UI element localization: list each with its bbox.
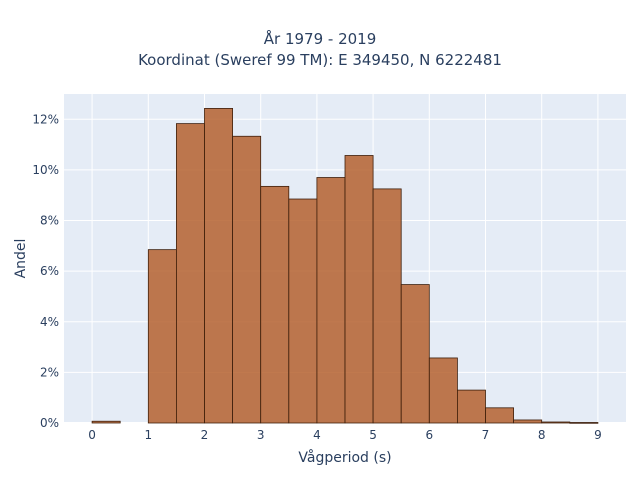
x-tick-label: 1	[144, 428, 152, 442]
histogram-bar	[513, 419, 543, 424]
y-tick-label: 0%	[40, 416, 59, 430]
x-axis-label: Vågperiod (s)	[298, 449, 391, 466]
histogram-bar	[175, 123, 205, 424]
chart-subtitle: Koordinat (Sweref 99 TM): E 349450, N 62…	[138, 51, 502, 69]
histogram-bar	[344, 155, 374, 424]
histogram-bar	[372, 188, 402, 424]
y-tick-labels: 0% 2% 4% 6% 8% 10% 12%	[32, 112, 59, 430]
y-axis-label: Andel	[13, 239, 29, 279]
histogram-bar	[288, 198, 318, 424]
histogram-bar	[400, 284, 430, 424]
histogram-bar	[204, 108, 234, 424]
histogram-bar	[456, 389, 486, 424]
x-tick-label: 3	[257, 428, 265, 442]
y-tick-label: 10%	[32, 163, 59, 177]
chart-title: År 1979 - 2019	[263, 30, 377, 48]
histogram-bar	[147, 249, 177, 424]
x-tick-label: 7	[482, 428, 490, 442]
x-tick-label: 6	[425, 428, 433, 442]
bars	[91, 108, 599, 424]
y-tick-label: 4%	[40, 315, 59, 329]
histogram-bar	[485, 407, 515, 424]
y-tick-label: 6%	[40, 264, 59, 278]
x-tick-label: 8	[538, 428, 546, 442]
x-tick-label: 0	[88, 428, 96, 442]
histogram-bar	[541, 421, 571, 424]
y-tick-label: 2%	[40, 365, 59, 379]
y-tick-label: 12%	[32, 112, 59, 126]
y-tick-label: 8%	[40, 214, 59, 228]
x-tick-labels: 0 1 2 3 4 5 6 7 8 9	[88, 428, 601, 442]
histogram-bar	[91, 420, 121, 424]
histogram-bar	[428, 357, 458, 424]
x-tick-label: 9	[594, 428, 602, 442]
histogram-bar	[260, 185, 290, 424]
histogram-bar	[316, 177, 346, 424]
histogram-bar	[232, 135, 262, 424]
x-tick-label: 4	[313, 428, 321, 442]
histogram-bar	[569, 422, 599, 424]
x-tick-label: 2	[201, 428, 209, 442]
x-tick-label: 5	[369, 428, 377, 442]
